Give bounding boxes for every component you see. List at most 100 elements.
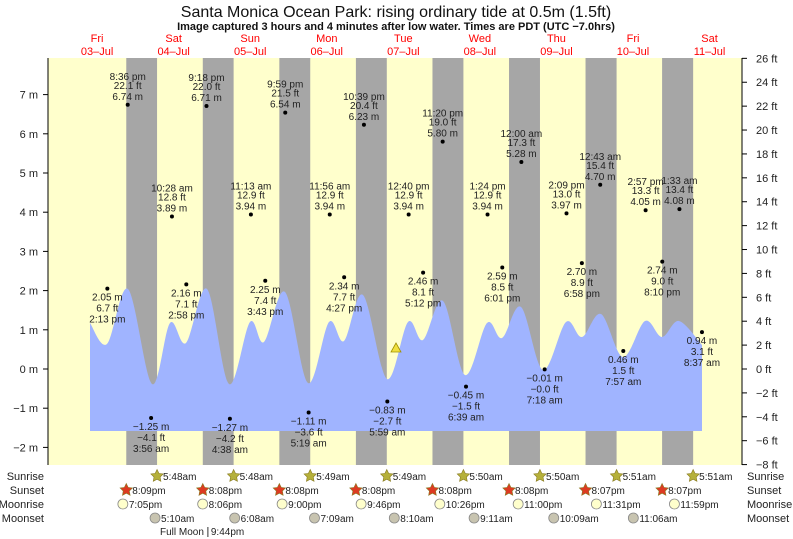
tide-label-m: 4.70 m: [585, 172, 616, 183]
tide-label-m: 2.70 m: [567, 267, 598, 278]
left-tick-label: 6 m: [20, 129, 38, 141]
right-tick-label: 24 ft: [756, 77, 777, 89]
chart-subtitle: Image captured 3 hours and 4 minutes aft…: [177, 21, 615, 33]
tide-label-time: 8:36 pm: [110, 72, 146, 83]
tide-point: [385, 399, 390, 404]
moonset-time: 9:11am: [480, 514, 513, 525]
tide-label-time: 7:57 am: [605, 377, 641, 388]
tide-label-ft: 9.0 ft: [651, 277, 673, 288]
day-date: 11–Jul: [694, 46, 726, 58]
sunset-time: 8:08pm: [285, 486, 318, 497]
sunset-star-icon: [655, 482, 669, 496]
tide-label-time: 6:01 pm: [484, 293, 520, 304]
sunrise-time: 5:51am: [623, 472, 656, 483]
chart-title: Santa Monica Ocean Park: rising ordinary…: [181, 4, 611, 21]
moonrise-moon-icon: [590, 498, 602, 510]
day-name: Sat: [701, 33, 718, 45]
day-date: 04–Jul: [157, 46, 189, 58]
tide-point: [699, 330, 704, 335]
tide-area: [90, 288, 702, 431]
tide-label-ft: 8.5 ft: [491, 282, 513, 293]
right-tick-label: 16 ft: [756, 173, 777, 185]
tide-label-m: 2.05 m: [92, 293, 123, 304]
day-name: Fri: [627, 33, 640, 45]
sunrise-star-icon: [456, 468, 471, 482]
tide-point: [342, 275, 347, 280]
sunrise-star-icon: [226, 468, 241, 482]
tide-label-ft: 22.1 ft: [114, 81, 142, 92]
row-label-right-sunset: Sunset: [747, 485, 781, 497]
moonrise-moon-icon: [276, 498, 288, 510]
moonset-moon-icon: [388, 512, 400, 524]
tide-label-m: 3.94 m: [472, 202, 503, 213]
sunrise-star-icon: [379, 468, 394, 482]
sunrise-time: 5:49am: [316, 472, 349, 483]
tide-label-ft: −1.5 ft: [452, 402, 480, 413]
sunrise-star-icon: [150, 468, 164, 482]
tide-label-m: 3.94 m: [314, 202, 345, 213]
day-name: Thu: [547, 33, 566, 45]
sunrise-time: 5:48am: [240, 472, 273, 483]
tide-label-m: 3.94 m: [393, 202, 424, 213]
tide-label-ft: 8.9 ft: [571, 278, 593, 289]
tide-label-ft: 15.4 ft: [586, 161, 614, 172]
tide-point: [579, 261, 584, 266]
tide-point: [283, 110, 288, 115]
tide-label-ft: 12.8 ft: [158, 193, 186, 204]
tide-label-m: 0.46 m: [608, 355, 639, 366]
tide-label-time: 2:57 pm: [628, 177, 664, 188]
sunrise-star-icon: [686, 468, 700, 482]
left-tick-label: −1 m: [13, 403, 38, 415]
day-name: Sat: [165, 33, 182, 45]
tide-label-m: −0.45 m: [448, 391, 484, 402]
sunset-star-icon: [349, 482, 363, 496]
tide-point: [500, 265, 505, 270]
tide-point: [440, 139, 445, 144]
tide-label-ft: 1.5 ft: [612, 366, 634, 377]
tide-point: [564, 211, 569, 216]
sunrise-star-icon: [303, 468, 318, 482]
tide-label-time: 12:40 pm: [388, 182, 430, 193]
sunset-star-icon: [272, 482, 287, 496]
tide-point: [204, 103, 209, 108]
tide-level-area: [90, 288, 702, 431]
tide-point: [542, 367, 547, 372]
right-tick-label: 10 ft: [756, 245, 777, 257]
tide-label-ft: 7.4 ft: [254, 296, 276, 307]
row-label-right-sunrise: Sunrise: [747, 471, 784, 483]
tide-label-ft: 3.1 ft: [691, 347, 713, 358]
axes: 7 m 6 m 5 m 4 m 3 m 2 m 1 m 0 m −1 m −2 m 26 ft 24 …: [13, 53, 777, 471]
tide-point: [621, 348, 626, 353]
tide-point: [149, 416, 154, 420]
row-label-right-moonrise: Moonrise: [747, 499, 792, 511]
right-tick-label: 8 ft: [756, 268, 771, 280]
tide-label-m: −1.25 m: [133, 422, 169, 433]
current-tide-marker: [390, 342, 402, 353]
moonrise-moon-icon: [669, 498, 680, 510]
tide-label-time: 1:24 pm: [469, 182, 505, 193]
sunrise-star-icon: [533, 468, 547, 482]
moonrise-time: 9:46pm: [367, 500, 400, 511]
tide-label-m: 3.97 m: [551, 200, 582, 211]
tide-label-ft: 8.1 ft: [412, 288, 434, 299]
tide-label-time: 2:13 pm: [89, 315, 125, 326]
tide-point: [248, 212, 253, 217]
moonset-moon-icon: [309, 512, 320, 524]
sunset-star-icon: [425, 482, 440, 496]
tide-label-m: 5.28 m: [506, 149, 537, 160]
moonrise-time: 11:31pm: [602, 500, 640, 511]
moonrise-moon-icon: [512, 498, 524, 510]
sunset-time: 8:08pm: [438, 486, 471, 497]
row-label-sunset: Sunset: [10, 485, 44, 497]
tide-label-ft: 13.4 ft: [666, 185, 694, 196]
moonset-time: 10:09am: [560, 514, 599, 525]
tide-label-m: 5.80 m: [427, 129, 458, 140]
tide-label-time: 5:12 pm: [405, 299, 441, 310]
tide-label-time: 4:38 am: [212, 445, 248, 456]
tide-point: [184, 282, 189, 287]
tide-label-m: 6.71 m: [191, 93, 222, 104]
moonset-moon-icon: [229, 512, 241, 524]
row-label-sunrise: Sunrise: [7, 471, 44, 483]
tide-label-m: 4.05 m: [630, 197, 661, 208]
